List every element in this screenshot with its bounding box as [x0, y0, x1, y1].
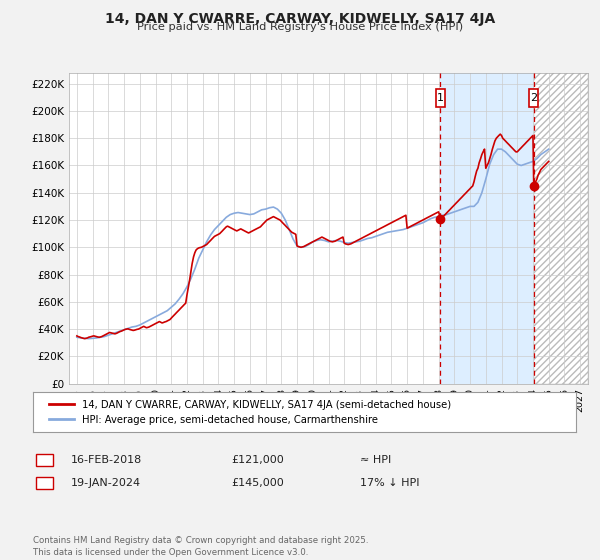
- Text: 1: 1: [437, 92, 444, 102]
- Text: 17% ↓ HPI: 17% ↓ HPI: [360, 478, 419, 488]
- Text: 19-JAN-2024: 19-JAN-2024: [71, 478, 141, 488]
- Text: 2: 2: [41, 478, 48, 488]
- Bar: [440, 73, 534, 384]
- Text: £121,000: £121,000: [231, 455, 284, 465]
- FancyBboxPatch shape: [436, 89, 445, 106]
- Text: 16-FEB-2018: 16-FEB-2018: [71, 455, 142, 465]
- Text: 1: 1: [41, 455, 48, 465]
- Text: Price paid vs. HM Land Registry's House Price Index (HPI): Price paid vs. HM Land Registry's House …: [137, 22, 463, 32]
- FancyBboxPatch shape: [529, 89, 538, 106]
- Bar: [534, 73, 588, 384]
- Text: ≈ HPI: ≈ HPI: [360, 455, 391, 465]
- Text: £145,000: £145,000: [231, 478, 284, 488]
- Bar: [534, 73, 588, 384]
- Text: 14, DAN Y CWARRE, CARWAY, KIDWELLY, SA17 4JA: 14, DAN Y CWARRE, CARWAY, KIDWELLY, SA17…: [105, 12, 495, 26]
- Text: Contains HM Land Registry data © Crown copyright and database right 2025.
This d: Contains HM Land Registry data © Crown c…: [33, 536, 368, 557]
- Legend: 14, DAN Y CWARRE, CARWAY, KIDWELLY, SA17 4JA (semi-detached house), HPI: Average: 14, DAN Y CWARRE, CARWAY, KIDWELLY, SA17…: [43, 394, 458, 431]
- Text: 2: 2: [530, 92, 538, 102]
